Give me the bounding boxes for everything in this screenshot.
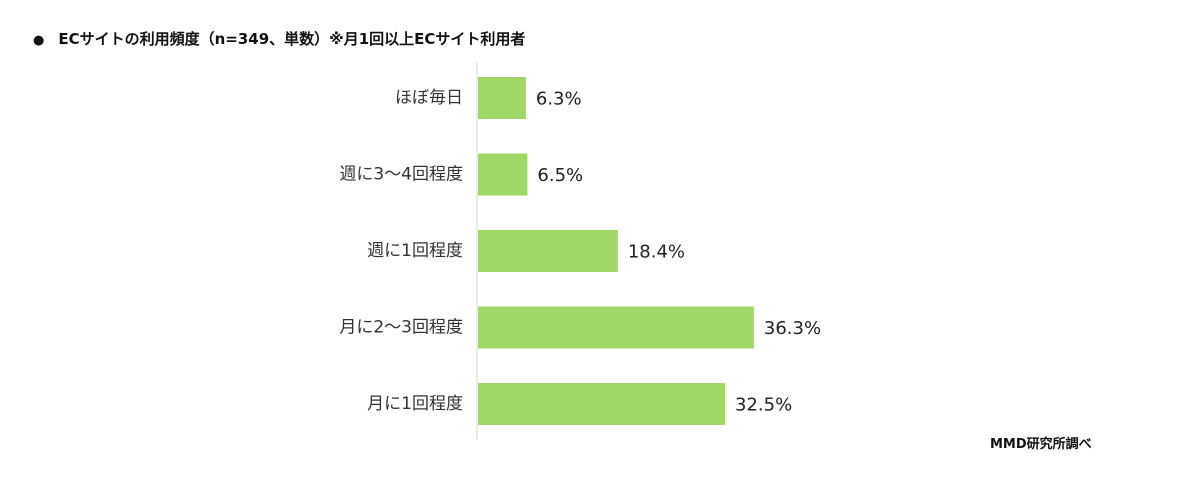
category-label-3: 週に1回程度 [367,241,463,261]
title-bullet: ● [33,33,45,48]
value-label-2: 6.5% [537,165,583,186]
chart-title-text: ECサイトの利用頻度（n=349、単数）※月1回以上ECサイト利用者 [58,30,526,48]
chart-title: ● ECサイトの利用頻度（n=349、単数）※月1回以上ECサイト利用者 [33,28,525,49]
bars-group: ほぼ毎日 6.3% 週に3〜4回程度 6.5% 週に1回程度 18.4% 月に2〜3回程度 3… [339,77,821,425]
value-label-4: 36.3% [764,318,821,339]
bar-1 [478,77,526,119]
bar-5 [478,383,725,425]
value-label-1: 6.3% [536,89,582,110]
source-credit: MMD研究所調べ [990,437,1092,452]
category-label-2: 週に3〜4回程度 [339,165,463,185]
bar-4 [478,306,754,349]
category-label-5: 月に1回程度 [367,394,463,414]
value-label-3: 18.4% [628,242,685,263]
bar-3 [478,230,618,272]
category-label-1: ほぼ毎日 [395,88,463,108]
bar-2 [478,153,528,196]
category-label-4: 月に2〜3回程度 [339,318,463,338]
value-label-5: 32.5% [735,395,792,416]
